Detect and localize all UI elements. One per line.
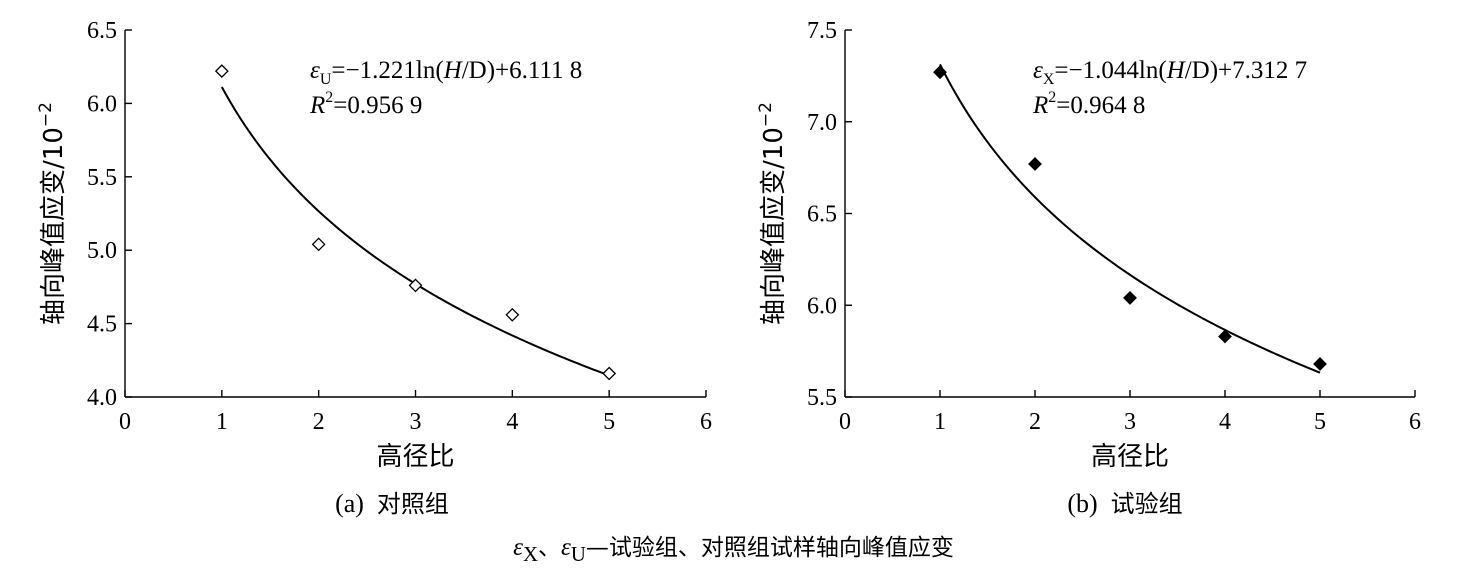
x-tick-label: 1 <box>216 409 228 435</box>
y-tick-label: 5.0 <box>87 238 117 264</box>
r-squared-label: R <box>309 92 325 119</box>
fit-equation-symbol: ε <box>310 57 320 84</box>
data-point <box>1313 357 1327 371</box>
r-squared-exponent: 2 <box>1048 89 1056 106</box>
y-tick-label: 7.0 <box>807 110 837 136</box>
x-tick-label: 6 <box>700 409 712 435</box>
data-point <box>602 366 617 381</box>
r-squared-value: =0.956 9 <box>333 92 422 119</box>
x-tick-label: 2 <box>313 409 325 435</box>
y-axis-label-exponent: −2 <box>756 102 776 127</box>
fit-equation-subscript: X <box>1043 71 1055 88</box>
x-tick-label: 4 <box>506 409 518 435</box>
fit-equation-body: =−1.221ln( <box>331 57 443 84</box>
y-tick-label: 4.0 <box>87 385 117 411</box>
data-point <box>933 65 947 80</box>
panel-caption: (a) 对照组 <box>335 489 449 518</box>
panel-caption-letter: (b) <box>1067 489 1110 518</box>
x-tick-label: 0 <box>119 409 131 435</box>
x-tick-label: 0 <box>839 409 851 435</box>
figure-footnote: εX、εU—试验组、对照组试样轴向峰值应变 <box>0 528 1467 567</box>
y-tick-label: 5.5 <box>807 385 837 411</box>
r-squared-value: =0.964 8 <box>1056 92 1145 119</box>
chart-b-svg: 5.5 6.0 6.5 7.0 7.5 0 1 2 3 4 5 6 高径比 轴向峰值应变/10−2 εX=−… <box>756 18 1421 518</box>
fit-equation-tail: /D)+7.312 7 <box>1185 57 1307 84</box>
footnote-text: —试验组、对照组试样轴向峰值应变 <box>585 535 954 561</box>
panel-caption-title: 试验组 <box>1111 490 1183 518</box>
y-axis-label-exponent: −2 <box>36 102 56 127</box>
x-tick-label: 2 <box>1029 409 1041 435</box>
fit-curve <box>220 86 610 377</box>
r-squared-label: R <box>1032 92 1048 119</box>
y-axis-label-main: 轴向峰值应变/10 <box>39 127 69 325</box>
y-tick-label: 6.5 <box>807 202 837 228</box>
fit-curve <box>939 63 1321 374</box>
x-tick-label: 1 <box>934 409 946 435</box>
data-point <box>311 237 326 252</box>
data-point <box>1028 157 1042 171</box>
x-tick-label: 5 <box>1314 409 1326 435</box>
footnote-symbol-u: ε <box>561 534 571 561</box>
r-squared-exponent: 2 <box>325 89 333 106</box>
chart-a-svg: 4.0 4.5 5.0 5.5 6.0 6.5 0 1 2 3 4 5 6 高径比 轴向峰值应变/10−2 ε… <box>36 18 712 518</box>
y-axis-label: 轴向峰值应变/10−2 <box>36 102 69 325</box>
data-point <box>408 278 423 293</box>
fit-equation-body: =−1.044ln( <box>1054 57 1166 84</box>
footnote-separator: 、 <box>538 535 561 561</box>
footnote-sub-x: X <box>522 542 538 566</box>
y-tick-label: 6.0 <box>87 91 117 117</box>
y-axis-label: 轴向峰值应变/10−2 <box>756 102 789 325</box>
x-tick-label: 3 <box>1124 409 1136 435</box>
footnote-symbol-x: ε <box>513 534 523 561</box>
y-tick-label: 5.5 <box>87 165 117 191</box>
y-tick-label: 7.5 <box>807 18 837 44</box>
data-point <box>1218 329 1232 344</box>
fit-equation-subscript: U <box>320 71 332 88</box>
fit-equation: εX=−1.044ln(H/D)+7.312 7 <box>1033 57 1307 88</box>
data-point <box>1123 290 1137 305</box>
x-tick-label: 4 <box>1219 409 1231 435</box>
data-point <box>214 64 229 79</box>
y-axis-label-main: 轴向峰值应变/10 <box>759 127 789 325</box>
x-axis-label: 高径比 <box>1091 442 1169 472</box>
r-squared: R2=0.956 9 <box>309 89 422 119</box>
y-tick-label: 4.5 <box>87 312 117 338</box>
fit-equation-h: H <box>1166 57 1187 84</box>
y-tick-label: 6.0 <box>807 293 837 319</box>
x-axis-label: 高径比 <box>376 442 454 472</box>
fit-equation-symbol: ε <box>1033 57 1043 84</box>
chart-panel-a: 4.0 4.5 5.0 5.5 6.0 6.5 0 1 2 3 4 5 6 高径比 轴向峰值应变/10−2 ε… <box>0 0 733 520</box>
x-tick-label: 6 <box>1409 409 1421 435</box>
panel-caption: (b) 试验组 <box>1067 489 1182 518</box>
fit-equation-h: H <box>443 57 464 84</box>
x-tick-label: 5 <box>603 409 615 435</box>
data-point <box>505 307 520 322</box>
footnote-sub-u: U <box>570 542 586 566</box>
panel-caption-letter: (a) <box>335 489 377 518</box>
chart-panel-b: 5.5 6.0 6.5 7.0 7.5 0 1 2 3 4 5 6 高径比 轴向峰值应变/10−2 εX=−… <box>720 0 1453 520</box>
panel-caption-title: 对照组 <box>377 490 449 518</box>
fit-equation-tail: /D)+6.111 8 <box>462 57 583 84</box>
fit-equation: εU=−1.221ln(H/D)+6.111 8 <box>310 57 582 88</box>
r-squared: R2=0.964 8 <box>1032 89 1145 119</box>
y-tick-label: 6.5 <box>87 18 117 44</box>
x-tick-label: 3 <box>410 409 422 435</box>
